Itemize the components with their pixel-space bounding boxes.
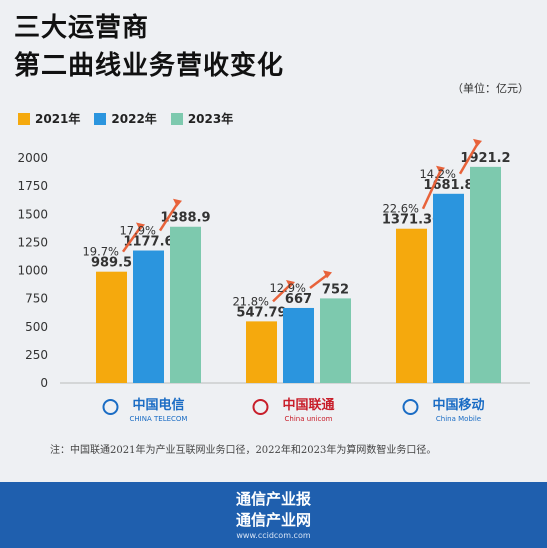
- growth-label: 21.8%: [232, 294, 269, 308]
- y-tick-label: 1500: [17, 207, 48, 221]
- company-logo-icon: [252, 399, 269, 415]
- legend-swatch-2021: [18, 112, 30, 125]
- data-label: 1921.2: [460, 151, 510, 166]
- bar-1-0: [246, 321, 277, 383]
- category-sublabel: China unicom: [285, 415, 333, 423]
- growth-label: 12.9%: [269, 281, 306, 295]
- data-label: 1371.36: [382, 213, 441, 228]
- legend-swatch-2022: [94, 112, 107, 125]
- title-line-2: 第二曲线业务营收变化: [14, 51, 285, 81]
- footer-banner: 通信产业报 通信产业网 www.ccidcom.com: [0, 482, 547, 548]
- growth-arrowhead: [286, 279, 295, 288]
- data-label: 989.5: [91, 256, 132, 271]
- data-label: 547.79: [236, 305, 286, 320]
- growth-label: 22.6%: [382, 202, 419, 216]
- category-sublabel: CHINA TELECOM: [130, 415, 188, 423]
- y-tick-label: 1000: [17, 264, 48, 278]
- y-tick-label: 750: [25, 292, 48, 306]
- legend-item-2022: 2022年: [94, 110, 157, 127]
- growth-label: 14.2%: [419, 167, 456, 181]
- legend: 2021年 2022年 2023年: [18, 110, 233, 127]
- growth-arrowhead: [136, 222, 145, 231]
- bar-2-1: [433, 193, 464, 383]
- legend-item-2023: 2023年: [170, 110, 234, 127]
- growth-arrow: [309, 273, 329, 289]
- growth-arrow: [272, 283, 292, 303]
- growth-label: 17.9%: [119, 224, 156, 238]
- y-tick-label: 1250: [17, 235, 48, 249]
- data-label: 667: [285, 292, 312, 307]
- bar-1-1: [283, 307, 314, 383]
- growth-arrow: [421, 169, 443, 210]
- y-tick-label: 1750: [17, 179, 48, 193]
- legend-label-2021: 2021年: [35, 112, 81, 126]
- data-label: 1388.9: [160, 211, 210, 226]
- legend-label-2022: 2022年: [111, 112, 157, 126]
- growth-arrow: [158, 202, 180, 232]
- y-tick-label: 2000: [17, 151, 48, 165]
- company-logo-icon: [102, 399, 119, 415]
- data-label: 1177.6: [123, 235, 173, 250]
- growth-arrow: [121, 225, 143, 253]
- footer-brand-line-1: 通信产业报: [235, 490, 311, 508]
- title-line-1: 三大运营商: [14, 13, 150, 43]
- growth-arrow: [458, 142, 480, 175]
- bar-0-2: [170, 226, 201, 383]
- bar-0-0: [96, 271, 127, 383]
- bar-chart: 0 250 500 750 1000 1250 1500 1750 2000 989.5 1177.…: [17, 138, 530, 423]
- y-tick-label: 500: [25, 320, 48, 334]
- company-logo-icon: [402, 399, 419, 415]
- legend-swatch-2023: [170, 112, 183, 125]
- bar-2-0: [396, 228, 427, 383]
- legend-item-2021: 2021年: [18, 110, 80, 127]
- category-label: 中国电信: [132, 397, 184, 413]
- category-label: 中国联通: [282, 397, 334, 413]
- footer-brand-line-2: 通信产业网: [235, 511, 311, 529]
- data-label: 752: [322, 282, 349, 297]
- growth-arrowhead: [473, 138, 482, 147]
- growth-arrowhead: [436, 165, 445, 174]
- growth-arrowhead: [173, 198, 182, 207]
- footer-url: www.ccidcom.com: [236, 531, 311, 540]
- growth-label: 19.7%: [82, 245, 119, 259]
- legend-label-2023: 2023年: [187, 112, 234, 126]
- category-sublabel: China Mobile: [436, 415, 481, 423]
- bar-0-1: [133, 250, 164, 383]
- y-tick-label: 250: [25, 348, 48, 362]
- y-tick-label: 0: [40, 376, 48, 390]
- bar-2-2: [470, 166, 501, 383]
- growth-arrowhead: [323, 270, 332, 279]
- bar-1-2: [320, 298, 351, 383]
- category-label: 中国移动: [432, 397, 484, 413]
- footnote: 注：中国联通2021年为产业互联网业务口径，2022年和2023年为算网数智业务…: [50, 445, 437, 456]
- unit-label: （单位：亿元）: [452, 82, 529, 95]
